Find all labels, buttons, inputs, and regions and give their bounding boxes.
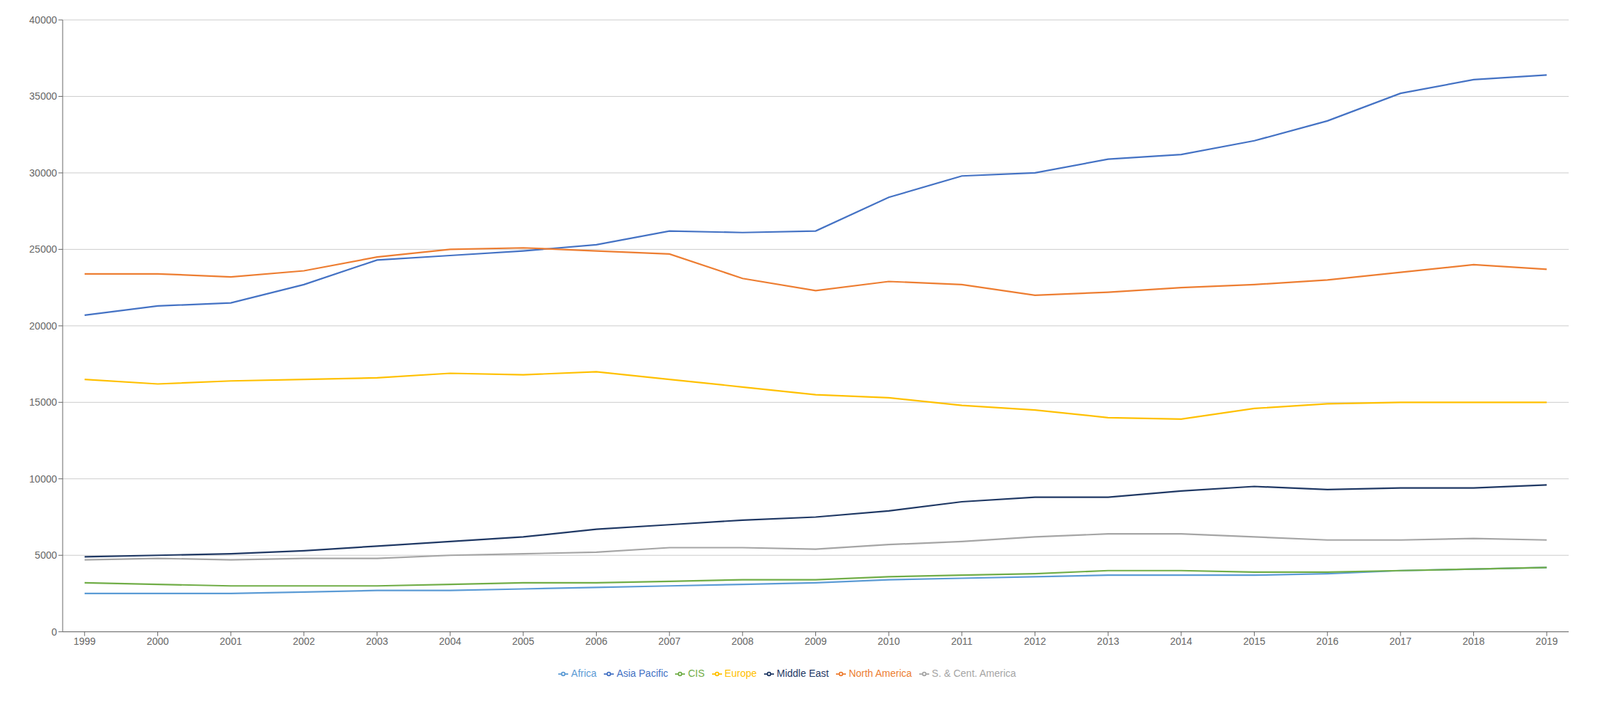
svg-text:2014: 2014 <box>1169 635 1192 648</box>
svg-text:2011: 2011 <box>951 635 973 648</box>
svg-text:2007: 2007 <box>658 635 681 648</box>
svg-text:15000: 15000 <box>29 396 57 409</box>
svg-text:2010: 2010 <box>877 635 901 648</box>
svg-text:2006: 2006 <box>585 635 608 648</box>
svg-text:2001: 2001 <box>220 635 243 648</box>
svg-text:2008: 2008 <box>731 635 754 648</box>
html-text:Middle East: Middle East <box>776 667 829 680</box>
html-text:CIS: CIS <box>688 667 705 680</box>
svg-text:0: 0 <box>51 626 57 639</box>
svg-text:2009: 2009 <box>804 635 827 648</box>
svg-text:2004: 2004 <box>439 635 462 648</box>
svg-text:2018: 2018 <box>1462 635 1485 648</box>
svg-text:20000: 20000 <box>29 320 57 332</box>
svg-text:30000: 30000 <box>29 167 57 179</box>
svg-text:25000: 25000 <box>29 243 57 255</box>
html-text:S. & Cent. America: S. & Cent. America <box>931 667 1017 680</box>
svg-text:1999: 1999 <box>73 635 96 648</box>
svg-text:2005: 2005 <box>511 635 535 648</box>
svg-text:2000: 2000 <box>146 635 169 648</box>
svg-text:2017: 2017 <box>1389 635 1412 648</box>
svg-text:40000: 40000 <box>29 14 57 26</box>
svg-text:2002: 2002 <box>292 635 315 648</box>
svg-text:2016: 2016 <box>1316 635 1339 648</box>
svg-text:2019: 2019 <box>1535 635 1558 648</box>
svg-text:2013: 2013 <box>1097 635 1120 648</box>
html-text:Europe: Europe <box>724 667 757 680</box>
svg-text:10000: 10000 <box>29 473 57 485</box>
svg-text:2015: 2015 <box>1243 635 1266 648</box>
svg-text:35000: 35000 <box>29 90 57 102</box>
html-text:North America: North America <box>848 667 912 680</box>
svg-text:2012: 2012 <box>1023 635 1047 648</box>
svg-text:5000: 5000 <box>34 549 57 562</box>
html-text:Asia Pacific: Asia Pacific <box>616 667 669 680</box>
html-text:Africa: Africa <box>571 667 597 680</box>
svg-text:2003: 2003 <box>365 635 389 648</box>
